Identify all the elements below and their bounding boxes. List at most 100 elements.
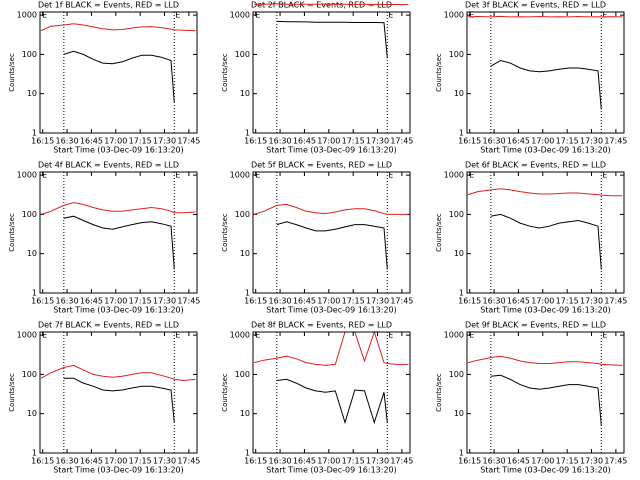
series-line — [468, 15, 623, 18]
x-tick-label: 17:45 — [390, 457, 413, 466]
series-line — [276, 378, 388, 425]
x-tick-label: 16:15 — [458, 297, 481, 306]
annotation: E — [42, 171, 47, 180]
panel-title: Det 2f BLACK = Events, RED = LLD — [251, 1, 392, 10]
plot-frame — [466, 11, 625, 134]
x-tick-label: 16:45 — [80, 137, 103, 146]
y-axis-label: Counts/sec — [435, 373, 443, 412]
x-axis-label: Start Time (03-Dec-09 16:13:20) — [53, 306, 184, 315]
y-tick-label: 100 — [449, 50, 464, 59]
plot-frame — [39, 331, 198, 454]
x-tick-label: 16:45 — [293, 457, 316, 466]
x-tick-label: 17:00 — [531, 457, 554, 466]
x-tick-label: 17:45 — [177, 457, 200, 466]
y-tick-label: 1000 — [230, 331, 250, 340]
y-tick-label: 10 — [240, 89, 250, 98]
series-line — [63, 50, 175, 103]
series-line — [63, 377, 175, 423]
y-tick-label: 1 — [459, 449, 464, 458]
plot-frame — [252, 11, 411, 134]
panel-title: Det 3f BLACK = Events, RED = LLD — [465, 1, 606, 10]
y-axis-label: Counts/sec — [8, 213, 16, 252]
y-tick-label: 10 — [454, 89, 464, 98]
y-tick-label: 100 — [449, 370, 464, 379]
y-tick-label: 10 — [240, 409, 250, 418]
y-axis-label: Counts/sec — [221, 213, 229, 252]
annotation: E — [255, 331, 260, 340]
series-line — [467, 188, 623, 197]
x-tick-label: 17:15 — [129, 457, 152, 466]
y-tick-label: 10 — [27, 89, 37, 98]
x-tick-label: 16:15 — [31, 297, 54, 306]
x-tick-label: 17:00 — [317, 297, 340, 306]
x-axis-label: Start Time (03-Dec-09 16:13:20) — [266, 306, 397, 315]
x-tick-label: 17:45 — [390, 137, 413, 146]
y-tick-label: 1000 — [230, 171, 250, 180]
series-line — [63, 215, 175, 270]
annotation: E — [255, 171, 260, 180]
y-tick-label: 1000 — [444, 11, 464, 20]
y-tick-label: 10 — [454, 409, 464, 418]
x-tick-label: 17:30 — [153, 297, 176, 306]
y-tick-label: 1000 — [17, 171, 37, 180]
x-tick-label: 17:15 — [556, 137, 579, 146]
y-tick-label: 1 — [32, 449, 37, 458]
x-tick-label: 16:30 — [269, 297, 292, 306]
y-axis-label: Counts/sec — [8, 53, 16, 92]
annotation: E — [388, 331, 393, 340]
y-tick-label: 1 — [459, 129, 464, 138]
x-tick-label: 16:45 — [507, 297, 530, 306]
y-tick-label: 100 — [235, 370, 250, 379]
x-tick-label: 16:30 — [483, 137, 506, 146]
panel-title: Det 9f BLACK = Events, RED = LLD — [465, 321, 606, 330]
annotation: E — [42, 11, 47, 20]
panel-title: Det 5f BLACK = Events, RED = LLD — [251, 161, 392, 170]
x-tick-label: 16:15 — [31, 137, 54, 146]
x-tick-label: 17:30 — [580, 457, 603, 466]
annotation: E — [42, 331, 47, 340]
annotation: E — [469, 11, 474, 20]
x-tick-label: 16:15 — [244, 137, 267, 146]
x-tick-label: 17:00 — [317, 137, 340, 146]
y-tick-label: 100 — [22, 210, 37, 219]
x-tick-label: 17:00 — [104, 297, 127, 306]
panel-title: Det 8f BLACK = Events, RED = LLD — [251, 321, 392, 330]
x-tick-label: 16:15 — [244, 457, 267, 466]
series-line — [253, 203, 409, 215]
x-axis-label: Start Time (03-Dec-09 16:13:20) — [480, 146, 611, 155]
annotation: E — [602, 11, 607, 20]
x-tick-label: 17:45 — [604, 457, 627, 466]
series-line — [490, 213, 602, 270]
y-tick-label: 100 — [449, 210, 464, 219]
x-tick-label: 17:15 — [342, 457, 365, 466]
annotation: E — [602, 331, 607, 340]
x-tick-label: 17:30 — [366, 137, 389, 146]
plot-frame — [252, 171, 411, 294]
annotation: E — [175, 331, 180, 340]
y-axis-label: Counts/sec — [221, 53, 229, 92]
y-tick-label: 10 — [27, 409, 37, 418]
y-tick-label: 100 — [22, 50, 37, 59]
plot-frame — [39, 11, 198, 134]
y-axis-label: Counts/sec — [435, 213, 443, 252]
x-tick-label: 16:15 — [31, 457, 54, 466]
plot-frame — [466, 171, 625, 294]
annotation: E — [469, 171, 474, 180]
x-tick-label: 17:15 — [342, 297, 365, 306]
x-axis-label: Start Time (03-Dec-09 16:13:20) — [480, 466, 611, 475]
annotation: E — [255, 11, 260, 20]
x-tick-label: 16:30 — [483, 297, 506, 306]
x-tick-label: 17:30 — [366, 297, 389, 306]
series-line — [254, 3, 409, 6]
x-tick-label: 16:45 — [293, 297, 316, 306]
x-tick-label: 16:30 — [483, 457, 506, 466]
y-tick-label: 1 — [32, 289, 37, 298]
annotation: E — [175, 11, 180, 20]
y-tick-label: 1 — [245, 449, 250, 458]
x-tick-label: 16:30 — [269, 457, 292, 466]
x-tick-label: 17:30 — [580, 297, 603, 306]
x-tick-label: 16:30 — [269, 137, 292, 146]
series-line — [490, 374, 602, 426]
y-tick-label: 100 — [235, 50, 250, 59]
